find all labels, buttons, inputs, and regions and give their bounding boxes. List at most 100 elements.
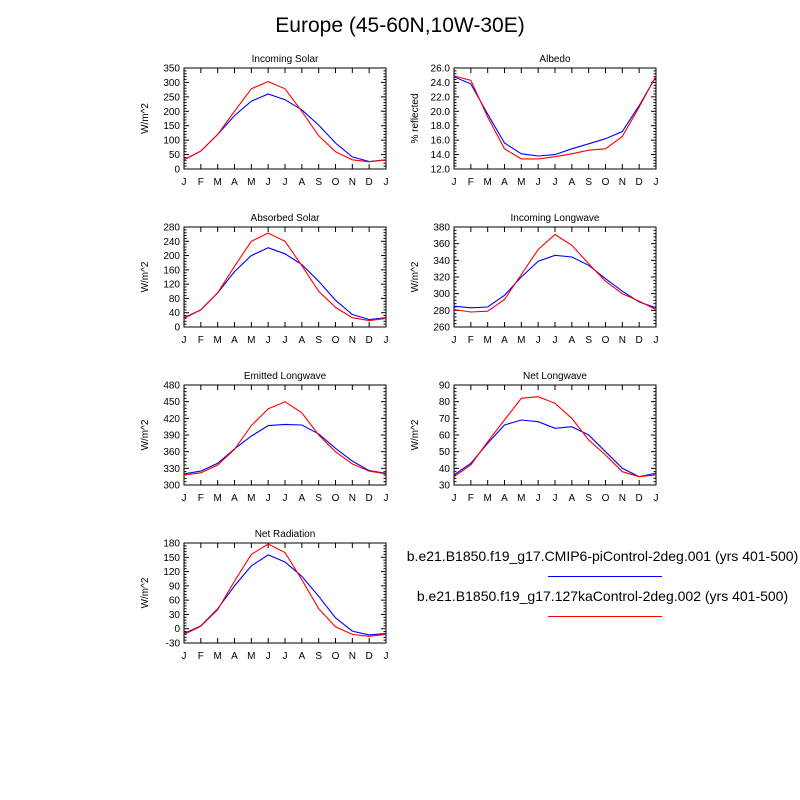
x-tick-label: O <box>602 177 610 188</box>
x-tick-label: J <box>384 651 389 662</box>
y-tick-label: 12.0 <box>431 165 451 176</box>
x-tick-label: J <box>283 651 288 662</box>
panel-title: Albedo <box>539 54 571 65</box>
y-axis-label: W/m^2 <box>410 419 421 450</box>
x-tick-label: J <box>654 177 659 188</box>
x-tick-label: M <box>483 493 491 504</box>
series-line-red <box>453 75 657 160</box>
series-line-red <box>183 401 387 476</box>
y-tick-label: 380 <box>433 223 450 234</box>
y-tick-label: 390 <box>163 431 180 442</box>
panel-title: Net Radiation <box>255 529 316 540</box>
chart-panel: Incoming Longwave W/m^2 260 280 300 320 340 360… <box>410 213 659 346</box>
x-tick-label: A <box>501 177 508 188</box>
y-tick-label: 320 <box>433 273 450 284</box>
x-tick-label: M <box>517 335 525 346</box>
legend-label: b.e21.B1850.f19_g17.127kaControl-2deg.00… <box>416 588 789 604</box>
x-tick-label: J <box>536 335 541 346</box>
y-axis-label: W/m^2 <box>140 419 151 450</box>
x-tick-label: J <box>452 335 457 346</box>
x-tick-label: O <box>602 335 610 346</box>
x-tick-label: M <box>247 177 255 188</box>
y-tick-label: 70 <box>439 414 451 425</box>
series-line-red <box>453 233 657 313</box>
y-tick-label: 0 <box>174 624 180 635</box>
x-tick-label: F <box>198 335 204 346</box>
y-tick-label: 340 <box>433 256 450 267</box>
legend-entry-1: b.e21.B1850.f19_g17.CMIP6-piControl-2deg… <box>405 548 800 588</box>
x-tick-label: A <box>231 651 238 662</box>
y-axis-label: W/m^2 <box>410 261 421 292</box>
series-line-blue <box>453 76 657 157</box>
x-tick-label: F <box>468 177 474 188</box>
legend-line-blue <box>548 576 662 577</box>
x-tick-label: O <box>332 651 340 662</box>
plot-frame <box>183 384 387 486</box>
x-tick-label: S <box>315 493 322 504</box>
x-tick-label: M <box>247 651 255 662</box>
x-tick-label: D <box>366 177 373 188</box>
x-tick-label: S <box>315 177 322 188</box>
x-tick-label: J <box>182 651 187 662</box>
y-tick-label: 16.0 <box>431 136 451 147</box>
y-tick-label: 330 <box>163 464 180 475</box>
x-tick-label: S <box>585 493 592 504</box>
x-tick-label: D <box>636 493 643 504</box>
y-axis-label: W/m^2 <box>140 261 151 292</box>
y-tick-label: 420 <box>163 414 180 425</box>
series-line-blue <box>183 554 387 636</box>
chart-panel: Absorbed Solar W/m^2 0 40 80 120 160 200 240 280 J… <box>140 213 389 346</box>
x-tick-label: N <box>619 335 626 346</box>
y-tick-label: 20.0 <box>431 107 451 118</box>
x-tick-label: S <box>585 335 592 346</box>
y-tick-label: 300 <box>163 78 180 89</box>
y-tick-label: 90 <box>439 381 451 392</box>
x-tick-label: F <box>468 493 474 504</box>
x-tick-label: J <box>384 177 389 188</box>
x-tick-label: M <box>517 177 525 188</box>
y-tick-label: 280 <box>433 306 450 317</box>
y-axis-label: W/m^2 <box>140 103 151 134</box>
y-tick-label: 160 <box>163 265 180 276</box>
y-tick-label: 120 <box>163 567 180 578</box>
panel-title: Incoming Solar <box>252 54 319 65</box>
y-tick-label: 360 <box>163 447 180 458</box>
y-tick-label: 360 <box>433 239 450 250</box>
x-tick-label: D <box>366 493 373 504</box>
x-tick-label: J <box>553 177 558 188</box>
plot-frame <box>453 226 657 328</box>
x-tick-label: J <box>536 493 541 504</box>
x-tick-label: A <box>568 335 575 346</box>
x-tick-label: A <box>501 335 508 346</box>
x-tick-label: J <box>384 335 389 346</box>
legend-line-red <box>548 616 662 617</box>
y-tick-label: 150 <box>163 553 180 564</box>
y-tick-label: 80 <box>439 397 451 408</box>
x-tick-label: N <box>349 493 356 504</box>
series-line-blue <box>183 247 387 321</box>
y-tick-label: 14.0 <box>431 150 451 161</box>
x-tick-label: N <box>619 177 626 188</box>
panel-title: Net Longwave <box>523 371 587 382</box>
panel-title: Emitted Longwave <box>244 371 327 382</box>
plot-frame <box>183 67 387 170</box>
y-tick-label: 480 <box>163 381 180 392</box>
y-tick-label: 18.0 <box>431 121 451 132</box>
chart-panel: Incoming Solar W/m^2 0 50 100 150 200 250 300 350… <box>140 54 389 188</box>
panel-title: Incoming Longwave <box>511 213 600 224</box>
legend-label: b.e21.B1850.f19_g17.CMIP6-piControl-2deg… <box>406 548 799 564</box>
x-tick-label: D <box>366 335 373 346</box>
y-tick-label: -30 <box>166 639 181 650</box>
y-tick-label: 90 <box>169 581 181 592</box>
plot-frame <box>453 67 657 170</box>
x-tick-label: A <box>231 335 238 346</box>
x-tick-label: N <box>619 493 626 504</box>
y-tick-label: 200 <box>163 107 180 118</box>
y-tick-label: 30 <box>169 610 181 621</box>
x-tick-label: J <box>654 335 659 346</box>
y-tick-label: 0 <box>174 165 180 176</box>
panel-title: Absorbed Solar <box>251 213 321 224</box>
figure-title: Europe (45-60N,10W-30E) <box>275 14 525 37</box>
